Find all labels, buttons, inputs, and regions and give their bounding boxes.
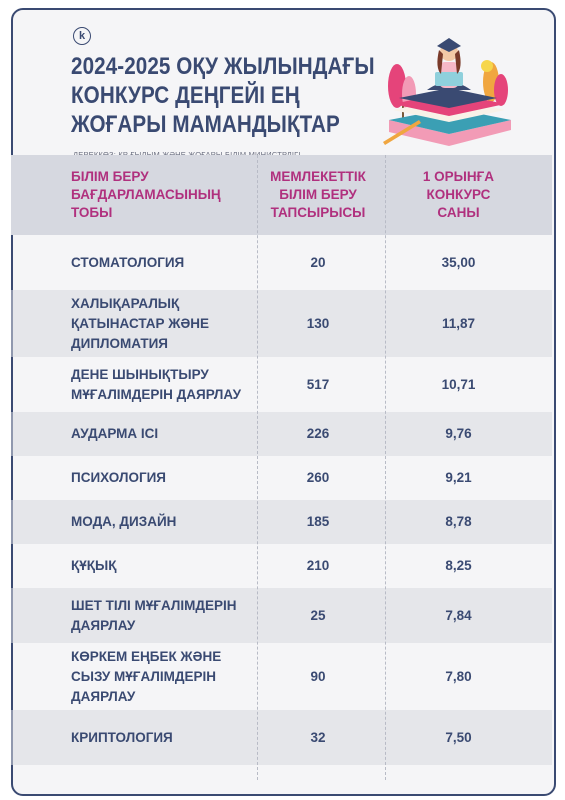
competition-per-seat: 7,50 — [445, 729, 472, 745]
program-name: КӨРКЕМ ЕҢБЕК ЖӘНЕ СЫЗУ МҰҒАЛІМДЕРІН ДАЯРЛА… — [71, 647, 246, 707]
program-name-line: ҚҰҚЫҚ — [71, 558, 117, 573]
title-line: 2024-2025 ОҚУ ЖЫЛЫНДАҒЫ — [71, 53, 375, 80]
program-name-line: СТОМАТОЛОГИЯ — [71, 254, 185, 270]
program-name-line: МОДА, ДИЗАЙН — [71, 514, 177, 529]
table-row: МОДА, ДИЗАЙН 185 8,78 — [11, 500, 552, 544]
column-header-line: БІЛІМ БЕРУ — [71, 169, 149, 184]
program-name: ХАЛЫҚАРАЛЫҚ ҚАТЫНАСТАР ЖӘНЕ ДИПЛОМАТИЯ — [71, 294, 246, 354]
table-row: КӨРКЕМ ЕҢБЕК ЖӘНЕ СЫЗУ МҰҒАЛІМДЕРІН ДАЯРЛА… — [11, 643, 552, 710]
program-name: ДЕНЕ ШЫНЫҚТЫРУ МҰҒАЛІМДЕРІН ДАЯРЛАУ — [71, 365, 246, 405]
program-name-line: ДАЯРЛАУ — [71, 688, 136, 704]
table-row: ХАЛЫҚАРАЛЫҚ ҚАТЫНАСТАР ЖӘНЕ ДИПЛОМАТИЯ 130 1… — [11, 290, 552, 357]
state-grant-count: 260 — [306, 470, 330, 485]
column-divider — [385, 155, 386, 780]
program-name-line: ДАЯРЛАУ — [71, 617, 136, 633]
program-name-line: ДЕНЕ ШЫНЫҚТЫРУ — [71, 366, 209, 382]
program-name: ШЕТ ТІЛІ МҰҒАЛІМДЕРІН ДАЯРЛАУ — [71, 596, 246, 636]
state-grant-count: 210 — [306, 558, 330, 573]
competition-per-seat: 9,21 — [445, 470, 472, 485]
column-header-line: ТАПСЫРЫСЫ — [270, 205, 366, 220]
state-grant-count: 226 — [306, 426, 330, 441]
table-row: АУДАРМА ІСІ 226 9,76 — [11, 412, 552, 456]
state-grant-count: 32 — [310, 729, 326, 745]
table-row: ПСИХОЛОГИЯ 260 9,21 — [11, 456, 552, 500]
state-grant-count: 517 — [306, 376, 330, 392]
table-row: ДЕНЕ ШЫНЫҚТЫРУ МҰҒАЛІМДЕРІН ДАЯРЛАУ 517 10,… — [11, 357, 552, 412]
column-header-line: КОНКУРС — [426, 187, 491, 202]
page-title: 2024-2025 ОҚУ ЖЫЛЫНДАҒЫ КОНКУРС ДЕҢГЕЙІ … — [71, 52, 381, 139]
column-header-line: МЕМЛЕКЕТТІК — [270, 169, 366, 184]
state-grant-count: 90 — [310, 668, 326, 684]
competition-per-seat: 35,00 — [441, 254, 476, 270]
competition-per-seat: 8,78 — [445, 514, 472, 529]
program-name: АУДАРМА ІСІ — [71, 424, 246, 444]
column-divider — [257, 155, 258, 780]
program-name-line: МҰҒАЛІМДЕРІН ДАЯРЛАУ — [71, 386, 241, 402]
source-note: ДЕРЕККӨЗ: ҚР ҒЫЛЫМ ЖӘНЕ ЖОҒАРЫ БІЛІМ МИН… — [73, 150, 301, 159]
program-name-line: ДИПЛОМАТИЯ — [71, 335, 168, 351]
competition-per-seat: 10,71 — [441, 376, 476, 392]
competition-per-seat: 11,87 — [441, 315, 476, 331]
column-header-line: БІЛІМ БЕРУ — [279, 187, 357, 202]
column-header: МЕМЛЕКЕТТІК БІЛІМ БЕРУ ТАПСЫРЫСЫ — [258, 168, 378, 222]
column-header-line: БАҒДАРЛАМАСЫНЫҢ — [71, 187, 221, 202]
student-on-books-illustration — [383, 38, 511, 146]
program-name: ПСИХОЛОГИЯ — [71, 468, 246, 488]
column-header-line: ТОБЫ — [71, 205, 113, 220]
table-row: СТОМАТОЛОГИЯ 20 35,00 — [11, 235, 552, 290]
column-header-line: 1 ОРЫНҒА — [422, 169, 495, 184]
table-row: ШЕТ ТІЛІ МҰҒАЛІМДЕРІН ДАЯРЛАУ 25 7,84 — [11, 588, 552, 643]
program-name: ҚҰҚЫҚ — [71, 556, 246, 576]
column-header: БІЛІМ БЕРУ БАҒДАРЛАМАСЫНЫҢ ТОБЫ — [71, 168, 246, 222]
state-grant-count: 130 — [306, 315, 330, 331]
state-grant-count: 25 — [310, 607, 326, 623]
table-row: ҚҰҚЫҚ 210 8,25 — [11, 544, 552, 588]
table-row: КРИПТОЛОГИЯ 32 7,50 — [11, 710, 552, 765]
program-name: МОДА, ДИЗАЙН — [71, 512, 246, 532]
program-name: КРИПТОЛОГИЯ — [71, 728, 246, 748]
program-name: СТОМАТОЛОГИЯ — [71, 253, 246, 273]
program-name-line: АУДАРМА ІСІ — [71, 426, 159, 441]
program-name-line: СЫЗУ МҰҒАЛІМДЕРІН — [71, 668, 216, 684]
program-name-line: КӨРКЕМ ЕҢБЕК ЖӘНЕ — [71, 648, 222, 664]
competition-per-seat: 7,80 — [445, 668, 472, 684]
title-line: КОНКУРС ДЕҢГЕЙІ ЕҢ — [71, 82, 300, 109]
infographic-card: k 2024-2025 ОҚУ ЖЫЛЫНДАҒЫ КОНКУРС ДЕҢГЕЙ… — [11, 8, 556, 796]
competition-per-seat: 9,76 — [445, 426, 472, 441]
title-line: ЖОҒАРЫ МАМАНДЫҚТАР — [71, 111, 340, 138]
program-name-line: ХАЛЫҚАРАЛЫҚ — [71, 295, 180, 311]
program-name-line: ПСИХОЛОГИЯ — [71, 470, 167, 485]
logo-k-icon: k — [73, 27, 91, 45]
competition-per-seat: 7,84 — [445, 607, 472, 623]
table-header-row: БІЛІМ БЕРУ БАҒДАРЛАМАСЫНЫҢ ТОБЫ МЕМЛЕКЕТТІК… — [11, 155, 552, 235]
column-header-line: САНЫ — [437, 205, 480, 220]
column-header: 1 ОРЫНҒА КОНКУРС САНЫ — [386, 168, 531, 222]
state-grant-count: 20 — [310, 254, 326, 270]
program-name-line: ШЕТ ТІЛІ МҰҒАЛІМДЕРІН — [71, 597, 237, 613]
program-name-line: КРИПТОЛОГИЯ — [71, 729, 173, 745]
program-name-line: ҚАТЫНАСТАР ЖӘНЕ — [71, 315, 210, 331]
state-grant-count: 185 — [306, 514, 330, 529]
competition-per-seat: 8,25 — [445, 558, 472, 573]
competition-table: БІЛІМ БЕРУ БАҒДАРЛАМАСЫНЫҢ ТОБЫ МЕМЛЕКЕТТІК… — [11, 155, 552, 765]
